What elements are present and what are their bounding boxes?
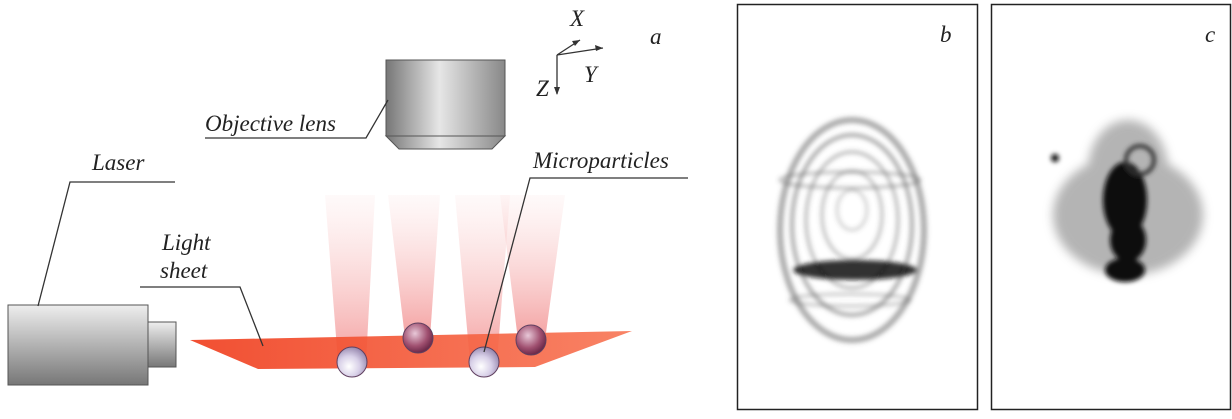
panel-b-frame [738, 5, 978, 410]
axis-label: Z [536, 76, 549, 101]
microparticle [403, 323, 433, 353]
objective-tip [386, 136, 505, 149]
axis-label: X [569, 6, 585, 31]
speck [1051, 154, 1059, 162]
panel-label: c [1205, 22, 1215, 47]
dark-core [1105, 258, 1145, 282]
label: Microparticles [532, 148, 669, 173]
laser-aperture [148, 322, 176, 367]
dark-core [1110, 218, 1146, 262]
label: Light [161, 230, 211, 255]
beam [500, 195, 565, 340]
beam [388, 195, 440, 338]
laser-body [8, 305, 148, 385]
label: sheet [160, 258, 208, 283]
figure: X Y Z a Objective lens Laser Light sheet… [0, 0, 1232, 414]
page: {"axes": {"x": "X", "y": "Y", "z": "Z"},… [0, 0, 1232, 414]
body: X Y Z a Objective lens Laser Light sheet… [0, 0, 1232, 414]
panel-label: b [940, 22, 952, 47]
objective-body [386, 60, 505, 136]
label: Objective lens [205, 111, 336, 136]
panel-label: a [650, 24, 662, 49]
dark-band [793, 260, 917, 280]
axis-label: Y [584, 62, 599, 87]
label: Laser [91, 150, 145, 175]
axes-triad: X Y Z [536, 6, 603, 101]
microparticle [337, 347, 367, 377]
microparticle [516, 325, 546, 355]
